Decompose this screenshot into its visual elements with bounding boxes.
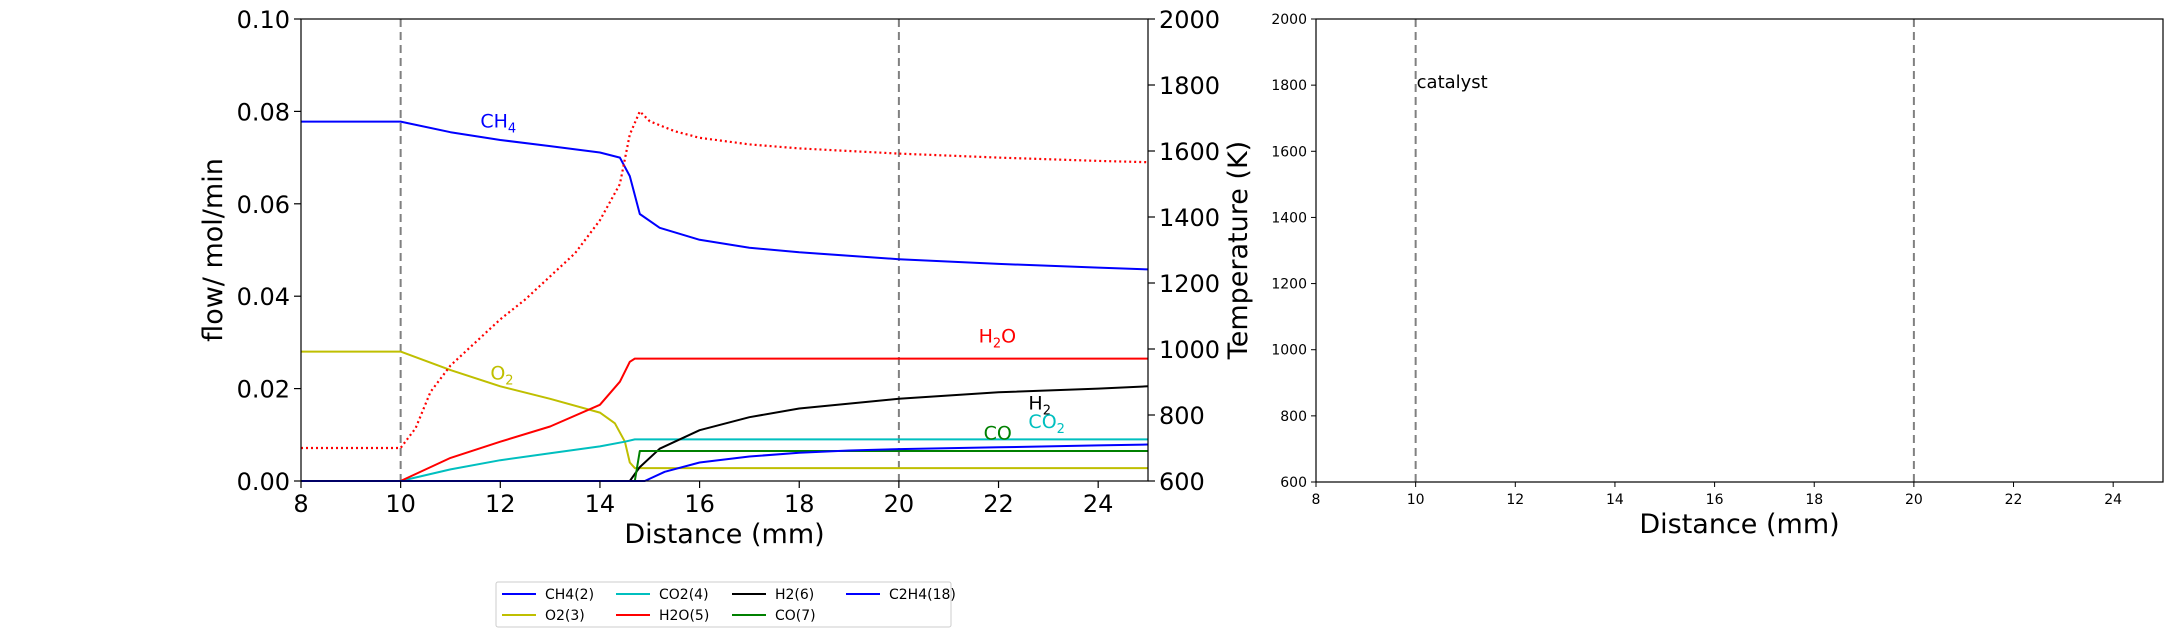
y-tick-label: 0.06: [237, 191, 290, 219]
y2-tick-label: 2000: [1159, 6, 1220, 34]
annotation-ch4: CH4: [480, 111, 516, 137]
x-axis-ticks: 8 10 12 14 16 18 20 22 24: [293, 481, 1113, 518]
x-tick-label: 16: [1706, 492, 1724, 508]
y-tick-label: 1400: [1271, 210, 1307, 226]
y-tick-label: 600: [1280, 475, 1307, 491]
plot-frame: [300, 18, 1149, 482]
y-tick-label: 0.10: [237, 6, 290, 34]
y2-tick-label: 1000: [1159, 336, 1220, 364]
y-tick-label: 1600: [1271, 144, 1307, 160]
y2-tick-label: 1200: [1159, 270, 1220, 298]
annotation-co: CO: [984, 422, 1012, 444]
series-annotations: CH4 O2 H2 H2O CO2 CO: [480, 111, 1065, 445]
y-axis-ticks: 600 800 1000 1200 1400 1600 1800 2000: [1271, 12, 1316, 491]
x-axis-ticks: 8 10 12 14 16 18 20 22 24: [1312, 482, 2122, 508]
y-tick-label: 1000: [1271, 343, 1307, 359]
annotation-h2o: H2O: [979, 325, 1017, 351]
y-tick-label: 0.00: [237, 468, 290, 496]
y2-tick-label: 1400: [1159, 204, 1220, 232]
series-line-temperature: [301, 110, 1149, 450]
y2-tick-label: 600: [1159, 468, 1205, 496]
y2-axis-ticks: 600 800 1000 1200 1400 1600 1800 2000: [1148, 6, 1220, 496]
y-tick-label: 2000: [1271, 12, 1307, 28]
x-tick-label: 24: [2104, 492, 2122, 508]
series-line-c2h4-18: [301, 443, 1149, 482]
y-tick-label: 1200: [1271, 277, 1307, 293]
y-axis-label: flow/ mol/min: [198, 158, 229, 342]
legend-label-co-7: CO(7): [775, 608, 816, 624]
x-tick-label: 18: [784, 490, 815, 518]
y2-tick-label: 1800: [1159, 72, 1220, 100]
y-tick-label: 0.04: [237, 283, 290, 311]
x-tick-label: 10: [1407, 492, 1425, 508]
legend-label-ch4-2: CH4(2): [545, 587, 594, 603]
x-tick-label: 12: [485, 490, 516, 518]
x-tick-label: 20: [1905, 492, 1923, 508]
x-tick-label: 16: [684, 490, 715, 518]
y2-tick-label: 800: [1159, 402, 1205, 430]
legend-label-c2h4-18: C2H4(18): [889, 587, 956, 603]
x-axis-label: Distance (mm): [624, 519, 824, 550]
x-tick-label: 22: [2005, 492, 2023, 508]
legend-label-h2o-5: H2O(5): [659, 608, 709, 624]
annotation-co2: CO2: [1028, 411, 1065, 437]
y-axis-ticks: 0.00 0.02 0.04 0.06 0.08 0.10: [237, 6, 301, 496]
annotation-h2: H2: [1028, 392, 1051, 418]
y-tick-label: 1800: [1271, 78, 1307, 94]
legend-label-h2-6: H2(6): [775, 587, 814, 603]
y-tick-label: 0.08: [237, 98, 290, 126]
x-tick-label: 24: [1083, 490, 1114, 518]
series-lines: [301, 110, 1149, 482]
plot-frame: [1315, 18, 2164, 483]
series-line-co2-4: [301, 438, 1148, 482]
x-tick-label: 20: [884, 490, 915, 518]
chart-annotations: catalyst: [1417, 72, 1488, 93]
legend-label-co2-4: CO2(4): [659, 587, 709, 603]
x-tick-label: 12: [1506, 492, 1524, 508]
temperature-chart: catalyst 8 10 12 14 16 18 20 22 24 600 800 1000 120…: [1271, 12, 2164, 540]
annotation-catalyst: catalyst: [1417, 72, 1488, 93]
x-tick-label: 10: [385, 490, 416, 518]
annotation-o2: O2: [490, 362, 513, 388]
x-tick-label: 18: [1805, 492, 1823, 508]
x-tick-label: 8: [1312, 492, 1321, 508]
y-tick-label: 800: [1280, 409, 1307, 425]
x-axis-label: Distance (mm): [1639, 509, 1839, 540]
x-tick-label: 14: [585, 490, 616, 518]
x-tick-label: 8: [293, 490, 308, 518]
legend-box: [495, 581, 952, 628]
x-tick-label: 22: [983, 490, 1014, 518]
y-tick-label: 0.02: [237, 376, 290, 404]
series-line-h2o-5: [301, 357, 1148, 482]
legend: CH4(2) O2(3) CO2(4) H2O(5) H2(6) CO(7) C2H4(18…: [495, 581, 956, 628]
x-tick-label: 14: [1606, 492, 1624, 508]
y2-tick-label: 1600: [1159, 138, 1220, 166]
series-line-o2-3: [301, 350, 1148, 470]
legend-label-o2-3: O2(3): [545, 608, 585, 624]
y2-axis-label: Temperature (K): [1223, 141, 1254, 360]
series-line-ch4-2: [301, 120, 1149, 271]
vertical-marker-lines: [399, 19, 900, 481]
